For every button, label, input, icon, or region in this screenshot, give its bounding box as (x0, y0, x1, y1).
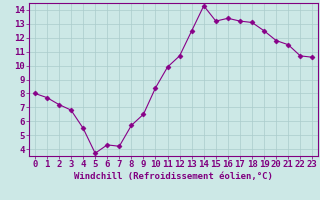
X-axis label: Windchill (Refroidissement éolien,°C): Windchill (Refroidissement éolien,°C) (74, 172, 273, 181)
